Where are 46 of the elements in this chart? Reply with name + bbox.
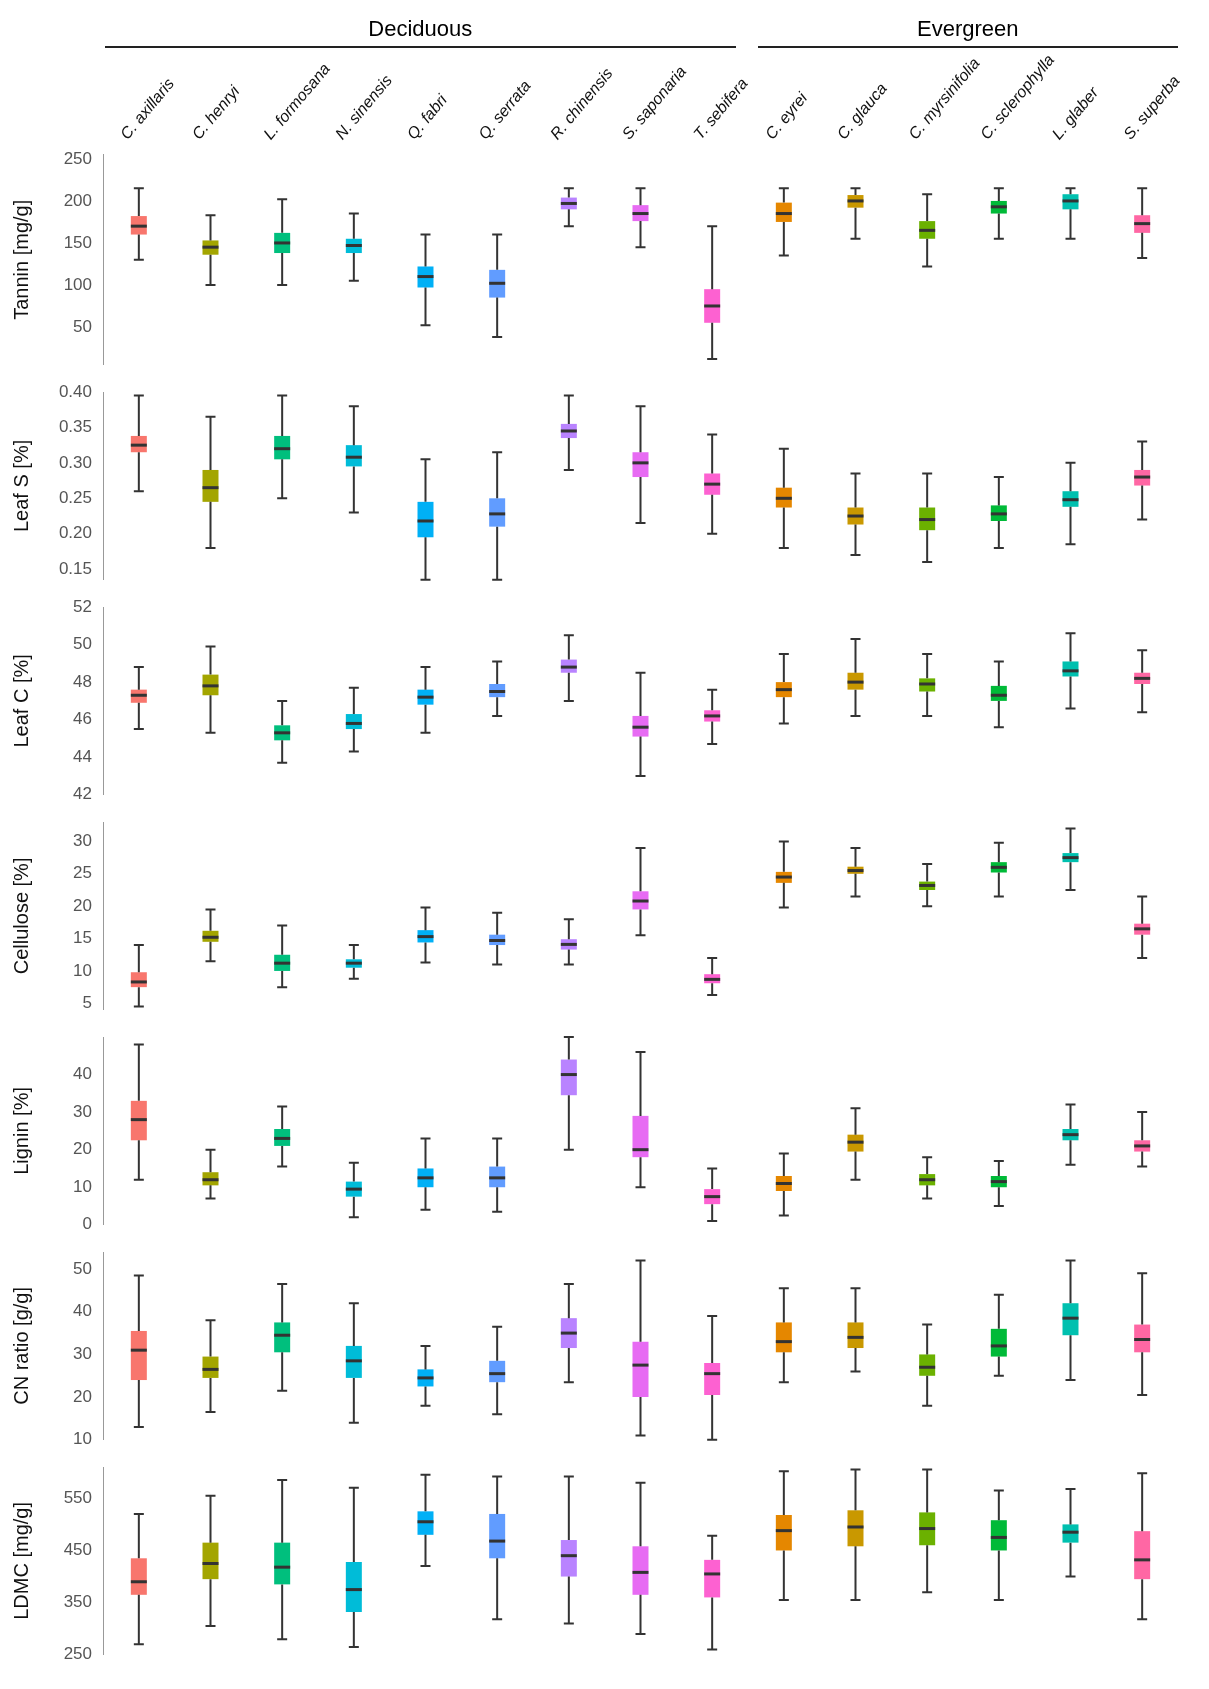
y-tick-label: 40 [73, 1064, 92, 1084]
y-tick-label: 0 [82, 1214, 92, 1234]
text: Evergreen [757, 16, 1178, 48]
y-tick-label: 450 [63, 1540, 92, 1560]
y-tick-label: 40 [73, 1301, 92, 1321]
y-tick-label: 0.30 [58, 452, 92, 472]
y-tick-label: 30 [73, 1344, 92, 1364]
y-tick-label: 200 [63, 190, 92, 210]
y-tick-label: 46 [73, 709, 92, 729]
y-tick-label: 42 [73, 784, 92, 804]
y-axis-title: Cellulose [%] [9, 857, 32, 975]
y-tick-label: 100 [63, 274, 92, 294]
y-tick-label: 20 [73, 895, 92, 915]
y-tick-label: 5 [82, 993, 92, 1013]
y-tick-label: 550 [63, 1487, 92, 1507]
y-tick-label: 10 [73, 1429, 92, 1449]
y-tick-label: 25 [73, 863, 92, 883]
y-axis-title: LDMC [mg/g] [9, 1501, 32, 1620]
y-axis-title: Leaf C [%] [9, 654, 32, 748]
y-axis-title: Lignin [%] [9, 1086, 32, 1175]
y-tick-label: 30 [73, 1101, 92, 1121]
text: Deciduous [105, 16, 736, 48]
y-tick-label: 52 [73, 596, 92, 616]
y-tick-label: 44 [73, 746, 92, 766]
y-tick-label: 10 [73, 1176, 92, 1196]
y-tick-label: 30 [73, 831, 92, 851]
y-tick-label: 50 [73, 316, 92, 336]
y-tick-label: 0.35 [58, 417, 92, 437]
y-tick-label: 0.20 [58, 523, 92, 543]
y-tick-label: 48 [73, 671, 92, 691]
y-tick-label: 10 [73, 960, 92, 980]
y-tick-label: 250 [63, 148, 92, 168]
y-tick-label: 150 [63, 232, 92, 252]
y-tick-label: 0.15 [58, 558, 92, 578]
y-tick-label: 20 [73, 1386, 92, 1406]
y-tick-label: 20 [73, 1139, 92, 1159]
y-axis-title: Tannin [mg/g] [9, 199, 32, 320]
y-axis-title: CN ratio [g/g] [9, 1286, 32, 1405]
y-tick-label: 50 [73, 634, 92, 654]
y-tick-label: 50 [73, 1258, 92, 1278]
y-tick-label: 0.25 [58, 487, 92, 507]
y-tick-label: 15 [73, 928, 92, 948]
y-tick-label: 250 [63, 1644, 92, 1664]
y-axis-title: Leaf S [%] [9, 439, 32, 533]
y-tick-label: 350 [63, 1592, 92, 1612]
y-tick-label: 0.40 [58, 381, 92, 401]
